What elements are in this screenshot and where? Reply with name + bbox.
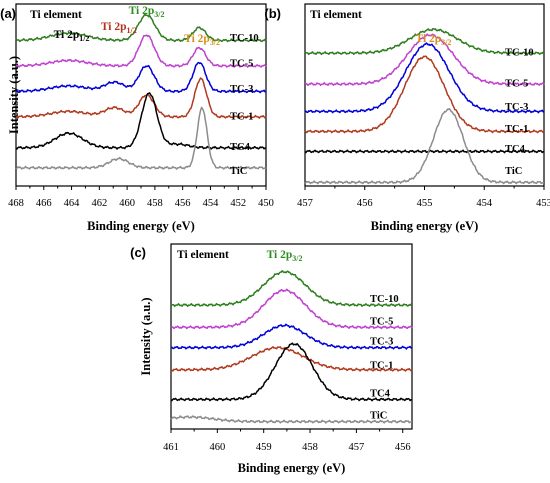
- x-tick-label: 466: [36, 198, 52, 209]
- x-tick-label: 452: [230, 198, 246, 209]
- series-label-tc-3: TC-3: [230, 84, 253, 95]
- series-label-tc-10: TC-10: [370, 294, 399, 305]
- x-tick-label: 458: [147, 198, 163, 209]
- peak-annotation-ti2p32-gold: Ti 2p3/2: [184, 33, 220, 47]
- chart-title: Ti element: [30, 9, 82, 21]
- series-line-tic: [170, 415, 413, 424]
- series-label-tc-3: TC-3: [370, 337, 393, 348]
- x-tick-label: 454: [203, 198, 220, 209]
- x-tick-label: 459: [256, 442, 272, 453]
- series-line-tc-5: [170, 288, 413, 330]
- panel-b: 457 456 455 454 453 Binding energy (eV) (b) Ti …: [264, 3, 550, 233]
- x-tick-label: 462: [91, 198, 107, 209]
- series-line-tc-1: [304, 55, 545, 134]
- series-label-tc-5: TC-5: [505, 79, 528, 90]
- chart-title: Ti element: [177, 249, 229, 261]
- series-line-tc-3: [15, 61, 267, 94]
- series-line-tic: [15, 106, 267, 170]
- series-label-tc-10: TC-10: [230, 33, 259, 44]
- series-line-tc-10: [170, 270, 413, 308]
- series-line-tc4: [170, 342, 413, 402]
- x-tick-label: 456: [357, 198, 373, 209]
- series-label-tic: TiC: [370, 411, 387, 422]
- x-tick-label: 460: [209, 442, 225, 453]
- x-tick-label: 456: [175, 198, 191, 209]
- peak-annotation-ti2p32-green: Ti 2p3/2: [129, 5, 165, 19]
- series-label-tc4: TC4: [230, 142, 251, 153]
- series-label-tc-1: TC-1: [230, 111, 253, 122]
- series-line-tc-5: [304, 33, 545, 87]
- series-line-tc-1: [15, 77, 267, 119]
- x-tick-label: 458: [302, 442, 318, 453]
- x-tick-label: 456: [395, 442, 411, 453]
- panel-label: (c): [130, 245, 146, 260]
- x-tick-label: 468: [8, 198, 24, 209]
- series-label-tc-1: TC-1: [505, 124, 528, 135]
- series-label-tc-3: TC-3: [505, 102, 528, 113]
- series-line-tc-3: [170, 323, 413, 350]
- series-label-tc-1: TC-1: [370, 361, 393, 372]
- x-tick-label: 457: [297, 198, 313, 209]
- series-line-tc-10: [304, 28, 545, 56]
- series-line-tic: [304, 107, 545, 185]
- x-axis-label: Binding energy (eV): [371, 219, 479, 233]
- x-axis-label: Binding energy (eV): [238, 461, 346, 475]
- panel-label: (b): [264, 6, 281, 21]
- x-tick-label: 457: [349, 442, 365, 453]
- x-tick-label: 460: [119, 198, 135, 209]
- series-label-tic: TiC: [230, 166, 247, 177]
- plot-frame: [170, 243, 413, 430]
- series-line-tc-10: [15, 13, 267, 43]
- series-label-tc-10: TC-10: [505, 48, 534, 59]
- peak-annotation-ti2p32-gold-b: Ti 2p3/2: [416, 33, 452, 47]
- series-line-tc-3: [304, 42, 545, 114]
- y-axis-label: Intensity (a.u.): [7, 56, 21, 134]
- panel-c: 461 460 459 458 457 456 Binding energy (eV) Int…: [130, 243, 413, 475]
- x-tick-label: 450: [258, 198, 274, 209]
- x-tick-label: 464: [64, 198, 81, 209]
- series-line-tc-5: [15, 34, 267, 68]
- series-label-tic: TiC: [505, 166, 522, 177]
- panel-a: 468 466 464 462 460 458 456 454 452 450 Binding en…: [0, 3, 274, 233]
- panel-label: (a): [0, 6, 16, 21]
- series-label-tc-5: TC-5: [370, 316, 393, 327]
- x-axis-label: Binding energy (eV): [87, 219, 195, 233]
- peak-annotation-ti2p12-black: Ti 2p1/2: [54, 29, 90, 43]
- x-tick-label: 454: [476, 198, 493, 209]
- series-line-tc-1: [170, 346, 413, 372]
- x-tick-label: 461: [163, 442, 179, 453]
- series-label-tc-5: TC-5: [230, 59, 253, 70]
- x-tick-label: 453: [536, 198, 550, 209]
- y-axis-label: Intensity (a.u.): [139, 297, 153, 375]
- series-label-tc4: TC4: [505, 144, 526, 155]
- chart-title: Ti element: [310, 9, 362, 21]
- x-tick-label: 455: [417, 198, 433, 209]
- series-line-tc4: [304, 149, 545, 154]
- series-line-tc4: [15, 92, 267, 150]
- peak-annotation-ti2p32-green-c: Ti 2p3/2: [267, 249, 303, 263]
- series-label-tc4: TC4: [370, 388, 391, 399]
- peak-annotation-ti2p12-red: Ti 2p1/2: [101, 21, 137, 35]
